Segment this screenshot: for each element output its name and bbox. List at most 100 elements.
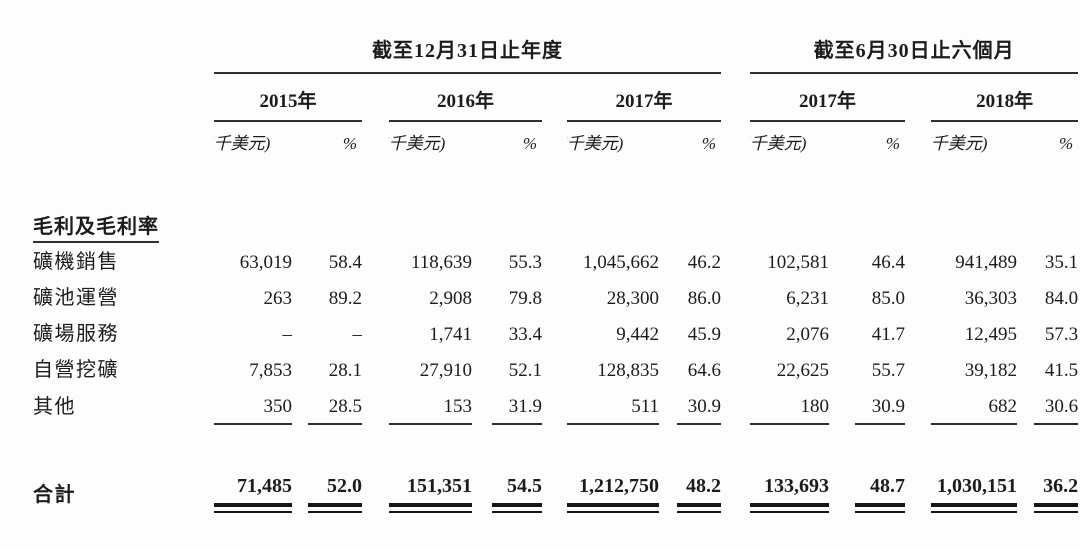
unit-header-row: (千美元) % (千美元) % (千美元) % (千美元) % (千美元) %: [33, 121, 1078, 160]
percent-cell: 48.7: [855, 469, 906, 513]
table-row: 礦場服務 – – 1,741 33.4 9,442 45.9 2,076 41.7 12,495 5…: [33, 315, 1078, 351]
percent-cell: 46.2: [687, 252, 722, 273]
percent-cell: 89.2: [328, 288, 362, 309]
percent-cell: 55.3: [508, 252, 542, 273]
percent-cell: 57.3: [1044, 324, 1079, 345]
value-cell: 1,741: [429, 324, 472, 345]
double-rule: [567, 503, 659, 513]
unit-label: (千美元): [567, 134, 624, 153]
pct-label: %: [522, 134, 537, 153]
value-cell: 1,030,151: [931, 469, 1018, 513]
total-value: 1,212,750: [579, 475, 659, 497]
percent-cell: 33.4: [508, 324, 542, 345]
unit-label: (千美元): [750, 134, 807, 153]
row-label: 礦機銷售: [33, 251, 119, 273]
total-row-label: 合計: [33, 484, 76, 506]
row-label: 其他: [33, 396, 76, 418]
row-label: 礦場服務: [33, 323, 119, 345]
value-cell: 180: [750, 387, 830, 425]
value-cell: –: [282, 324, 293, 345]
double-rule: [389, 503, 472, 513]
value-cell: 63,019: [239, 252, 292, 273]
value-cell: 7,853: [249, 360, 292, 381]
value-cell: 9,442: [616, 324, 659, 345]
percent-cell: 58.4: [328, 252, 362, 273]
value-cell: 2,076: [786, 324, 830, 345]
percent-cell: 30.6: [1034, 387, 1079, 425]
percent-cell: 48.2: [677, 469, 722, 513]
double-rule: [677, 503, 722, 513]
pct-label: %: [342, 134, 357, 153]
year-2016-header: 2016年: [389, 73, 542, 122]
percent-cell: 28.1: [328, 360, 362, 381]
row-label: 自營挖礦: [33, 359, 119, 381]
value-cell: 2,908: [429, 288, 472, 309]
percent-cell: 55.7: [871, 360, 906, 381]
value-cell: 263: [263, 288, 293, 309]
percent-cell: 31.9: [492, 387, 542, 425]
percent-cell: 46.4: [871, 252, 906, 273]
unit-label: (千美元): [389, 134, 446, 153]
percent-cell: 52.0: [308, 469, 362, 513]
double-rule: [1034, 503, 1079, 513]
percent-cell: 41.5: [1044, 360, 1079, 381]
pct-label: %: [885, 134, 901, 153]
double-rule: [931, 503, 1018, 513]
percent-cell: 30.9: [677, 387, 722, 425]
value-cell: 941,489: [955, 252, 1018, 273]
total-value: 48.2: [686, 475, 722, 497]
total-value: 151,351: [407, 475, 472, 497]
percent-cell: 45.9: [687, 324, 722, 345]
total-row: 合計 71,485 52.0 151,351 54.5 1,212,750 48.2 133,…: [33, 469, 1079, 513]
total-value: 1,030,151: [937, 475, 1018, 497]
unit-label: (千美元): [214, 134, 271, 153]
value-cell: 12,495: [964, 324, 1018, 345]
value-cell: 6,231: [786, 288, 830, 309]
value-cell: 153: [389, 387, 472, 425]
value-cell: 128,835: [597, 360, 659, 381]
percent-cell: 28.5: [308, 387, 362, 425]
period-annual-header: 截至12月31日止年度: [214, 28, 722, 74]
value-cell: 71,485: [214, 469, 292, 513]
section-header: 毛利及毛利率: [33, 210, 159, 243]
value-cell: 28,300: [606, 288, 659, 309]
percent-cell: 30.9: [855, 387, 906, 425]
value-cell: 1,212,750: [567, 469, 659, 513]
year-header-row: 2015年 2016年 2017年 2017年 2018年: [33, 73, 1079, 122]
total-value: 48.7: [870, 475, 906, 497]
spacer-row: [33, 160, 1078, 210]
double-rule: [750, 503, 830, 513]
double-rule: [492, 503, 542, 513]
value-cell: 118,639: [410, 252, 472, 273]
table-row: 其他 350 28.5 153 31.9 511 30.9 180 30.9 682 30.6: [33, 387, 1079, 425]
value-cell: 102,581: [767, 252, 830, 273]
gross-profit-table: 截至12月31日止年度 截至6月30日止六個月 2015年 2016年 2017…: [33, 28, 1079, 513]
table-row: 自營挖礦 7,853 28.1 27,910 52.1 128,835 64.6 22,625…: [33, 351, 1078, 387]
double-rule: [308, 503, 362, 513]
percent-cell: 35.1: [1044, 252, 1079, 273]
value-cell: 682: [931, 387, 1018, 425]
percent-cell: 84.0: [1044, 288, 1079, 309]
pct-label: %: [1058, 134, 1074, 153]
percent-cell: –: [352, 324, 363, 345]
percent-cell: 64.6: [687, 360, 722, 381]
year-2017-header: 2017年: [567, 73, 722, 122]
value-cell: 133,693: [750, 469, 830, 513]
year-2015-header: 2015年: [214, 73, 362, 122]
unit-label: (千美元): [931, 134, 988, 153]
table-body: 毛利及毛利率 礦機銷售 63,019 58.4 118,639 55.3 1,045,66…: [33, 160, 1079, 513]
percent-cell: 85.0: [871, 288, 906, 309]
financial-statement-page: 截至12月31日止年度 截至6月30日止六個月 2015年 2016年 2017…: [0, 28, 1080, 549]
percent-cell: 79.8: [508, 288, 542, 309]
value-cell: 1,045,662: [583, 252, 659, 273]
value-cell: 39,182: [964, 360, 1018, 381]
row-label: 礦池運營: [33, 287, 119, 309]
value-cell: 511: [567, 387, 659, 425]
total-value: 52.0: [327, 475, 362, 497]
value-cell: 27,910: [419, 360, 472, 381]
year-2018-interim-header: 2018年: [931, 73, 1079, 122]
percent-cell: 52.1: [508, 360, 542, 381]
spacer-row: [33, 424, 1078, 469]
percent-cell: 86.0: [687, 288, 722, 309]
year-2017-interim-header: 2017年: [750, 73, 906, 122]
